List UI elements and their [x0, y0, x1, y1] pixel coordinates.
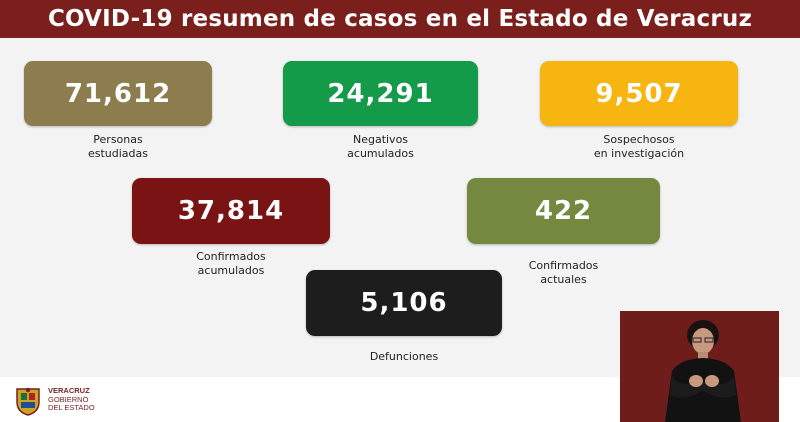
government-logo-text: VERACRUZ GOBIERNO DEL ESTADO: [48, 386, 95, 413]
logo-line2: GOBIERNO: [48, 394, 89, 404]
defunciones-box: 5,106: [306, 270, 502, 336]
negativos-label: Negativos acumulados: [283, 133, 478, 161]
veracruz-crest-icon: [14, 386, 42, 416]
confirmados-acumulados-value: 37,814: [177, 196, 285, 226]
sospechosos-value: 9,507: [595, 78, 683, 109]
confirmados-actuales-value: 422: [534, 196, 593, 226]
confirmados-acumulados-box: 37,814: [132, 178, 330, 244]
interpreter-figure: [620, 311, 779, 422]
defunciones-label-line1: Defunciones: [369, 350, 439, 363]
confirmados-acumulados-label: Confirmados acumulados: [132, 250, 330, 278]
confirmados-actuales-label-line2: actuales: [540, 273, 587, 286]
title-banner: COVID-19 resumen de casos en el Estado d…: [0, 0, 800, 38]
negativos-value: 24,291: [327, 78, 434, 109]
personas-estudiadas-label-line2: estudiadas: [87, 147, 149, 160]
confirmados-acumulados-label-line1: Confirmados: [196, 250, 266, 263]
negativos-label-line1: Negativos: [352, 133, 409, 146]
sospechosos-box: 9,507: [540, 61, 738, 126]
confirmados-actuales-label-line1: Confirmados: [528, 259, 599, 272]
personas-estudiadas-value: 71,612: [64, 78, 172, 109]
negativos-box: 24,291: [283, 61, 478, 126]
defunciones-value: 5,106: [360, 288, 448, 318]
sign-language-interpreter-video: [620, 311, 779, 422]
confirmados-acumulados-label-line2: acumulados: [197, 264, 265, 277]
personas-estudiadas-label: Personas estudiadas: [24, 133, 212, 161]
personas-estudiadas-label-line1: Personas: [93, 133, 143, 146]
sospechosos-label-line1: Sospechosos: [603, 133, 675, 146]
confirmados-actuales-label: Confirmados actuales: [467, 259, 660, 287]
personas-estudiadas-box: 71,612: [24, 61, 212, 126]
confirmados-actuales-box: 422: [467, 178, 660, 244]
page-title: COVID-19 resumen de casos en el Estado d…: [47, 6, 753, 32]
negativos-label-line2: acumulados: [347, 147, 414, 160]
defunciones-label: Defunciones: [306, 350, 502, 364]
sospechosos-label: Sospechosos en investigación: [540, 133, 738, 161]
logo-line3: DEL ESTADO: [48, 403, 95, 412]
logo-line1: VERACRUZ: [48, 386, 90, 395]
sospechosos-label-line2: en investigación: [593, 147, 685, 160]
